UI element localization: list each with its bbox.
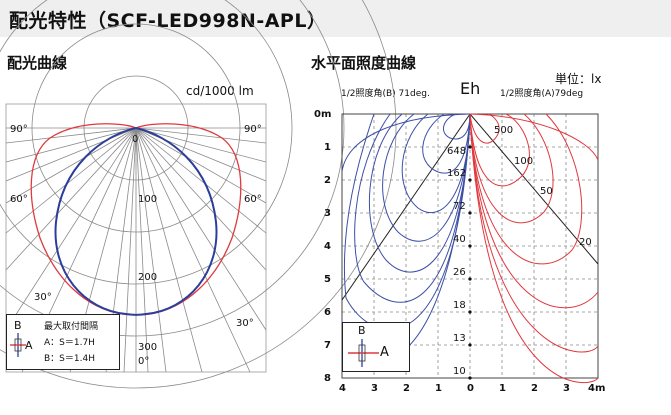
y-label-1: 1 [324, 142, 331, 153]
isolux-heading: 水平面照度曲線 [311, 54, 417, 72]
center-value-13: 13 [453, 333, 466, 344]
y-label-6: 6 [324, 307, 331, 318]
polar-radial-100: 100 [138, 194, 158, 205]
red-label-20: 20 [579, 237, 592, 248]
center-value-648: 648 [447, 146, 467, 157]
polar-angle-right-30: 30° [236, 318, 254, 329]
y-label-4: 4 [324, 241, 331, 252]
x-label-0: 4 [339, 383, 346, 394]
page-title: 配光特性（SCF-LED998N-APL） [9, 10, 327, 32]
legend-a-letter: A [25, 339, 33, 352]
isolux-legend-axis-icon [348, 339, 379, 367]
isolux-legend-a: A [380, 345, 389, 360]
x-label-5: 1 [499, 383, 506, 394]
center-value-18: 18 [453, 300, 466, 311]
isolux-curves-a [469, 113, 599, 384]
eh-label: Eh [460, 79, 481, 98]
half-angle-b-line [341, 113, 471, 301]
polar-angle-center-0: 0° [138, 356, 150, 367]
polar-curve-b [54, 126, 218, 316]
red-label-50: 50 [540, 186, 553, 197]
center-value-26: 26 [453, 267, 466, 278]
polar-unit: cd/1000 lm [186, 84, 254, 98]
polar-angle-right-60: 60° [244, 194, 262, 205]
red-label-500: 500 [494, 125, 514, 136]
polar-angle-left-90: 90° [10, 124, 28, 135]
polar-grid [0, 0, 397, 389]
legend-b-letter: B [14, 319, 22, 332]
legend-axis-icon [10, 333, 26, 357]
isolux-legend-b: B [358, 324, 366, 337]
y-label-5: 5 [324, 274, 331, 285]
x-label-8: 4m [588, 383, 606, 394]
isolux-legend: B A [342, 322, 410, 372]
polar-heading: 配光曲線 [7, 54, 68, 72]
center-value-72: 72 [453, 201, 466, 212]
y-label-2: 2 [324, 175, 331, 186]
red-label-100: 100 [514, 156, 534, 167]
half-angle-a-line [469, 113, 599, 265]
center-value-162: 162 [447, 168, 467, 179]
half-angle-b-note: 1/2照度角(B) 71deg. [341, 89, 430, 99]
polar-angle-right-90: 90° [244, 124, 262, 135]
half-angle-a-note: 1/2照度角(A)79deg [500, 89, 584, 99]
isolux-unit: 単位：lx [555, 72, 602, 86]
x-label-1: 3 [371, 383, 378, 394]
center-value-40: 40 [453, 234, 466, 245]
center-dots [468, 145, 472, 380]
polar-radial-200: 200 [138, 272, 158, 283]
x-label-4: 0 [467, 383, 474, 394]
center-value-10: 10 [453, 366, 466, 377]
polar-angle-left-30: 30° [34, 292, 52, 303]
y-label-0: 0m [314, 109, 332, 120]
polar-legend: B A 最大取付間隔 A：S＝1.7H B：S＝1.4H [6, 314, 120, 370]
x-label-2: 2 [403, 383, 410, 394]
x-label-3: 1 [435, 383, 442, 394]
polar-angle-left-60: 60° [10, 194, 28, 205]
polar-radial-300: 300 [138, 342, 158, 353]
title-bar [0, 0, 671, 37]
y-label-3: 3 [324, 208, 331, 219]
y-label-7: 7 [324, 340, 331, 351]
legend-title: 最大取付間隔 [44, 322, 99, 332]
y-label-8: 8 [324, 373, 331, 384]
x-label-6: 2 [531, 383, 538, 394]
legend-line-a: A：S＝1.7H [44, 338, 95, 348]
x-label-7: 3 [563, 383, 570, 394]
legend-line-b: B：S＝1.4H [44, 354, 95, 364]
polar-top-zero: 0 [132, 134, 139, 145]
